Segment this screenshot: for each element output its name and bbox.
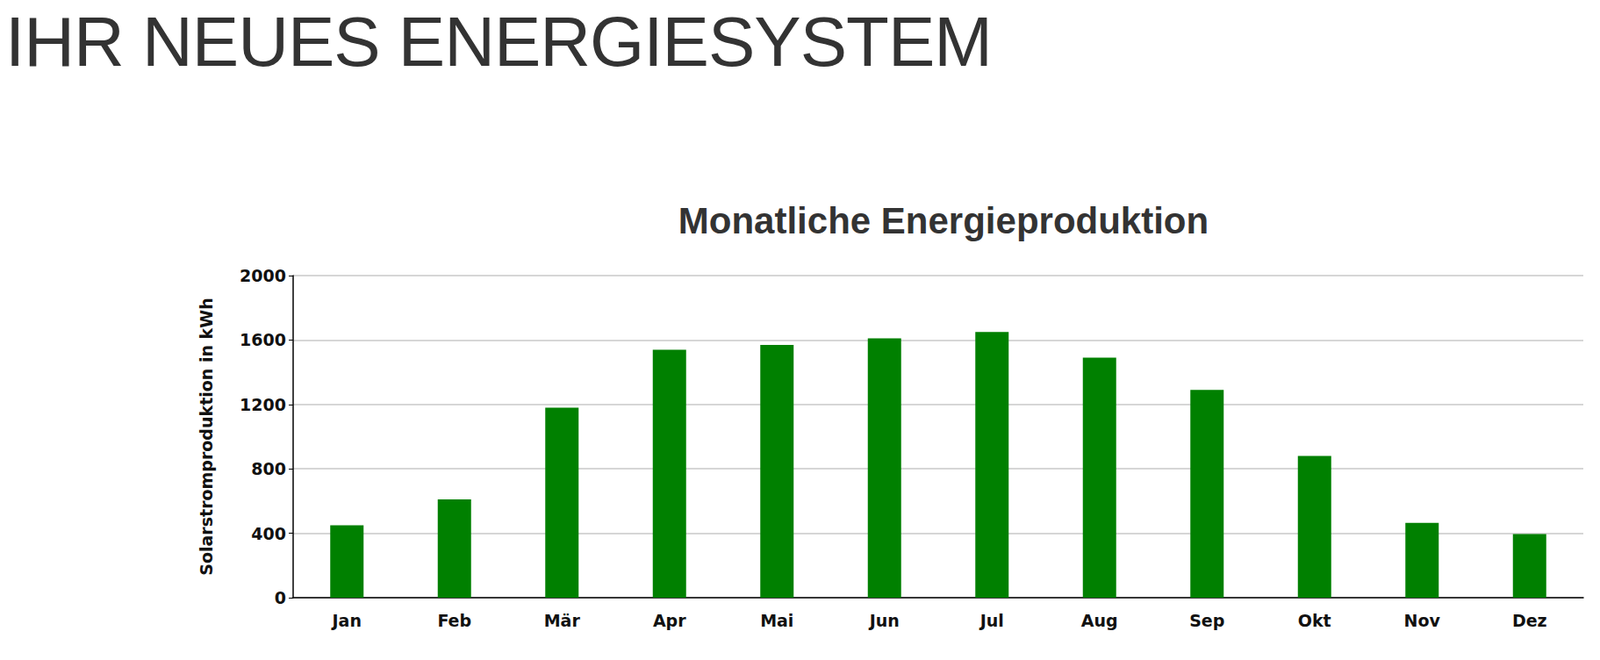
svg-text:Sep: Sep bbox=[1189, 610, 1225, 631]
svg-text:Aug: Aug bbox=[1081, 610, 1119, 631]
svg-text:Monatliche Energieproduktion: Monatliche Energieproduktion bbox=[678, 200, 1209, 242]
svg-text:Mai: Mai bbox=[760, 610, 794, 631]
svg-text:Apr: Apr bbox=[652, 610, 687, 631]
svg-text:Jul: Jul bbox=[978, 610, 1005, 631]
svg-text:2000: 2000 bbox=[239, 265, 287, 286]
svg-text:Solarstromproduktion in kWh: Solarstromproduktion in kWh bbox=[196, 297, 216, 575]
html-text:IHR NEUES ENERGIESYSTEM: IHR NEUES ENERGIESYSTEM bbox=[5, 2, 992, 81]
svg-text:Jan: Jan bbox=[330, 610, 362, 631]
svg-text:1200: 1200 bbox=[239, 394, 287, 415]
svg-text:0: 0 bbox=[274, 588, 287, 608]
svg-text:1600: 1600 bbox=[239, 330, 287, 350]
svg-text:Mär: Mär bbox=[544, 610, 582, 631]
svg-text:Dez: Dez bbox=[1512, 610, 1548, 631]
svg-text:Nov: Nov bbox=[1404, 610, 1442, 631]
svg-text:Jun: Jun bbox=[868, 610, 900, 631]
svg-text:Feb: Feb bbox=[437, 610, 472, 631]
svg-text:400: 400 bbox=[251, 523, 287, 544]
svg-text:Okt: Okt bbox=[1298, 610, 1332, 631]
svg-text:800: 800 bbox=[251, 459, 287, 479]
